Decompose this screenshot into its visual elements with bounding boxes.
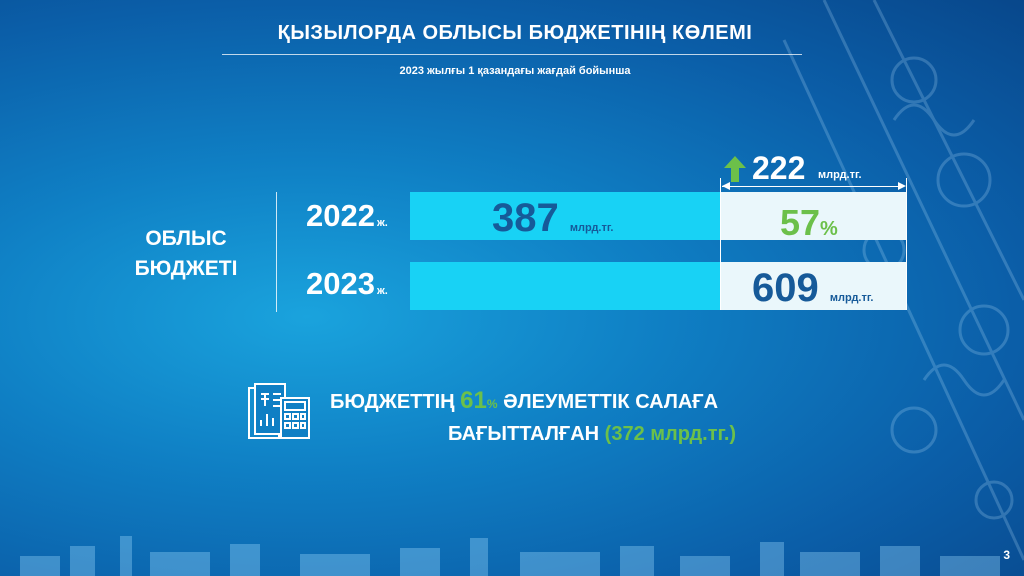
report-icon xyxy=(248,383,310,439)
year-2023-label: 2023 ж. xyxy=(306,266,388,302)
value-2023: 609 млрд.тг. xyxy=(752,266,873,311)
page-title: ҚЫЗЫЛОРДА ОБЛЫСЫ БЮДЖЕТІНІҢ КӨЛЕМІ xyxy=(277,22,753,44)
value-2022: 387 млрд.тг. xyxy=(492,196,613,241)
social-sector-info: БЮДЖЕТТІҢ 61% ӘЛЕУМЕТТІК САЛАҒА БАҒЫТТАЛ… xyxy=(330,386,790,449)
info-line2: БАҒЫТТАЛҒАН (372 млрд.тг.) xyxy=(330,419,790,449)
vertical-divider xyxy=(276,192,277,312)
info-amount: (372 млрд.тг.) xyxy=(604,423,737,445)
budget-label-line2: БЮДЖЕТІ xyxy=(134,257,238,280)
budget-label: ОБЛЫС БЮДЖЕТІ xyxy=(116,224,256,284)
year-2022-suffix: ж. xyxy=(376,217,388,229)
arrow-up-icon xyxy=(724,156,746,182)
value-2023-unit: млрд.тг. xyxy=(829,292,874,304)
year-2023-value: 2023 xyxy=(306,266,375,301)
value-2023-number: 609 xyxy=(752,266,819,310)
bar-2022-increase-area xyxy=(720,192,906,240)
page-number: 3 xyxy=(1003,548,1010,562)
info-percent-sign: % xyxy=(486,397,498,411)
growth-percent-value: 57 xyxy=(780,202,821,243)
info-part3: БАҒЫТТАЛҒАН xyxy=(448,423,600,445)
year-2022-value: 2022 xyxy=(306,198,375,233)
info-part2: ӘЛЕУМЕТТІК САЛАҒА xyxy=(503,391,719,413)
info-line1: БЮДЖЕТТІҢ 61% ӘЛЕУМЕТТІК САЛАҒА xyxy=(330,386,790,419)
bracket-arrow-line xyxy=(722,186,904,187)
city-skyline xyxy=(20,536,1000,576)
growth-value: 222 xyxy=(752,150,806,186)
growth-unit: млрд.тг. xyxy=(818,169,862,181)
growth-percent-sign: % xyxy=(820,218,838,240)
year-2023-suffix: ж. xyxy=(376,285,388,297)
title-divider xyxy=(222,54,802,55)
bracket-right xyxy=(906,178,907,310)
info-percent: 61% xyxy=(460,387,498,414)
value-2022-unit: млрд.тг. xyxy=(569,222,614,234)
bar-2023-highlight xyxy=(720,262,906,310)
budget-label-line1: ОБЛЫС xyxy=(145,227,227,250)
info-part1: БЮДЖЕТТІҢ xyxy=(330,391,455,413)
value-2022-number: 387 xyxy=(492,196,559,240)
info-percent-value: 61 xyxy=(460,387,487,414)
bracket-arrowheads xyxy=(722,182,906,190)
growth-percent: 57% xyxy=(780,202,838,244)
bracket-left xyxy=(720,178,721,310)
page-subtitle: 2023 жылғы 1 қазандағы жағдай бойынша xyxy=(399,65,631,77)
bar-2022 xyxy=(410,192,726,240)
year-2022-label: 2022 ж. xyxy=(306,198,388,234)
